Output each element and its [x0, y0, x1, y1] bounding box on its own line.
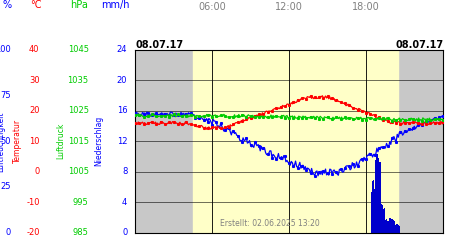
- Bar: [388, 221, 389, 232]
- Text: 12:00: 12:00: [275, 2, 303, 12]
- Text: %: %: [2, 0, 11, 10]
- Text: 06:00: 06:00: [198, 2, 226, 12]
- Bar: [193, 50, 398, 232]
- Text: 100: 100: [0, 46, 11, 54]
- Text: Temperatur: Temperatur: [13, 119, 22, 163]
- Text: 0: 0: [122, 228, 127, 237]
- Bar: [390, 220, 392, 232]
- Bar: [386, 218, 387, 232]
- Text: 10: 10: [29, 137, 40, 146]
- Text: 12: 12: [117, 137, 127, 146]
- Text: 8: 8: [122, 167, 127, 176]
- Bar: [377, 158, 379, 232]
- Bar: [396, 225, 397, 232]
- Bar: [389, 218, 391, 232]
- Text: 25: 25: [1, 182, 11, 192]
- Text: 1015: 1015: [68, 137, 89, 146]
- Bar: [396, 224, 398, 232]
- Text: Erstellt: 02.06.2025 13:20: Erstellt: 02.06.2025 13:20: [220, 219, 320, 228]
- Bar: [378, 164, 380, 232]
- Text: °C: °C: [31, 0, 42, 10]
- Text: 50: 50: [1, 137, 11, 146]
- Bar: [371, 192, 372, 232]
- Text: 995: 995: [73, 198, 89, 206]
- Bar: [376, 154, 378, 232]
- Bar: [387, 221, 388, 232]
- Bar: [382, 205, 383, 233]
- Bar: [399, 226, 400, 232]
- Bar: [380, 204, 382, 233]
- Bar: [375, 160, 377, 232]
- Text: 75: 75: [0, 91, 11, 100]
- Text: 24: 24: [117, 46, 127, 54]
- Bar: [372, 181, 374, 232]
- Bar: [379, 162, 381, 232]
- Text: 08.07.17: 08.07.17: [395, 40, 443, 50]
- Text: 1005: 1005: [68, 167, 89, 176]
- Bar: [392, 220, 394, 232]
- Text: 08.07.17: 08.07.17: [135, 40, 183, 50]
- Text: 0: 0: [34, 167, 40, 176]
- Text: 30: 30: [29, 76, 40, 85]
- Text: 0: 0: [6, 228, 11, 237]
- Text: -10: -10: [26, 198, 40, 206]
- Text: 20: 20: [29, 106, 40, 115]
- Text: 1035: 1035: [68, 76, 89, 85]
- Bar: [373, 180, 374, 233]
- Bar: [394, 226, 396, 232]
- Bar: [374, 189, 376, 232]
- Text: 1025: 1025: [68, 106, 89, 115]
- Bar: [397, 224, 399, 232]
- Text: 1045: 1045: [68, 46, 89, 54]
- Text: 20: 20: [117, 76, 127, 85]
- Text: hPa: hPa: [70, 0, 88, 10]
- Text: Luftdruck: Luftdruck: [56, 123, 65, 160]
- Bar: [382, 210, 384, 233]
- Text: Niederschlag: Niederschlag: [94, 116, 104, 166]
- Text: 16: 16: [117, 106, 127, 115]
- Bar: [393, 221, 395, 232]
- Text: 4: 4: [122, 198, 127, 206]
- Bar: [383, 208, 385, 233]
- Text: 18:00: 18:00: [352, 2, 380, 12]
- Text: 985: 985: [73, 228, 89, 237]
- Text: -20: -20: [26, 228, 40, 237]
- Text: 40: 40: [29, 46, 40, 54]
- Text: mm/h: mm/h: [101, 0, 130, 10]
- Bar: [391, 218, 393, 232]
- Text: Luftfeuchtigkeit: Luftfeuchtigkeit: [0, 111, 5, 172]
- Bar: [385, 220, 386, 232]
